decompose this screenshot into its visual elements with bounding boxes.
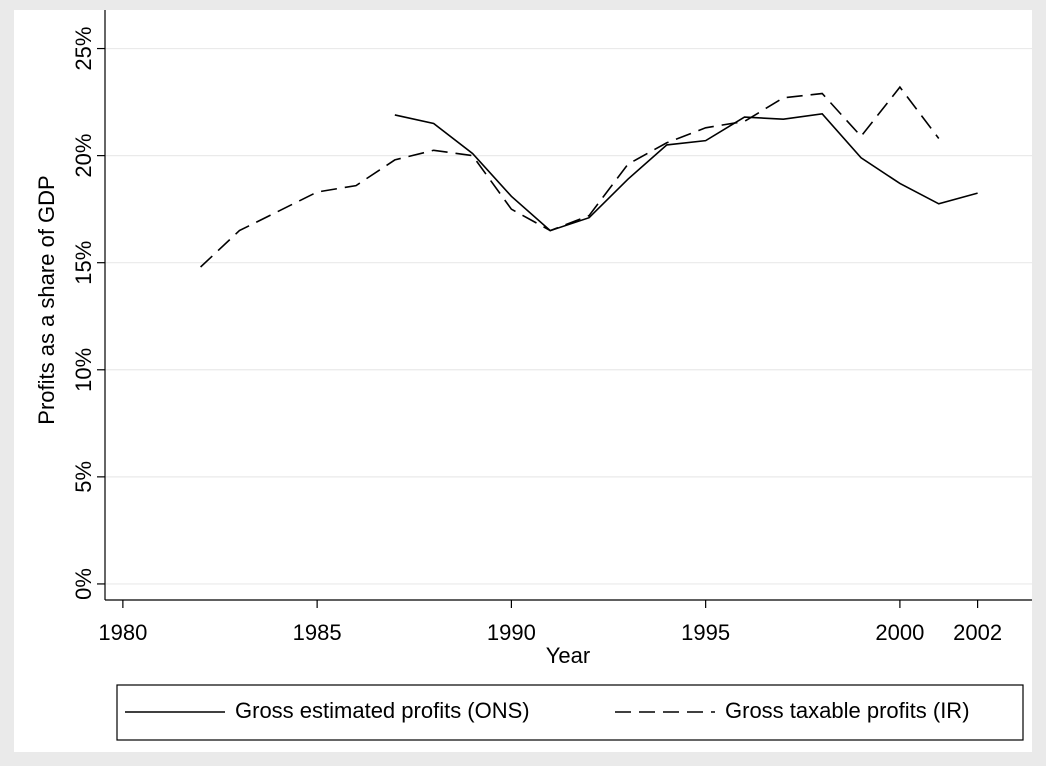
legend-label: Gross estimated profits (ONS) — [235, 698, 530, 723]
legend-label: Gross taxable profits (IR) — [725, 698, 970, 723]
y-tick-label: 10% — [71, 348, 96, 392]
series-line — [394, 113, 978, 232]
x-tick-label: 1980 — [98, 620, 147, 645]
y-tick-label: 5% — [71, 461, 96, 493]
x-tick-label: 2002 — [953, 620, 1002, 645]
y-tick-label: 15% — [71, 241, 96, 285]
x-tick-label: 1990 — [487, 620, 536, 645]
y-tick-label: 25% — [71, 27, 96, 71]
series-line — [200, 85, 940, 268]
x-axis-title: Year — [546, 643, 590, 668]
y-axis-title: Profits as a share of GDP — [34, 175, 59, 424]
x-tick-label: 1985 — [293, 620, 342, 645]
y-tick-label: 0% — [71, 568, 96, 600]
legend-box — [116, 684, 1024, 741]
y-tick-label: 20% — [71, 134, 96, 178]
x-tick-label: 1995 — [681, 620, 730, 645]
x-tick-label: 2000 — [875, 620, 924, 645]
